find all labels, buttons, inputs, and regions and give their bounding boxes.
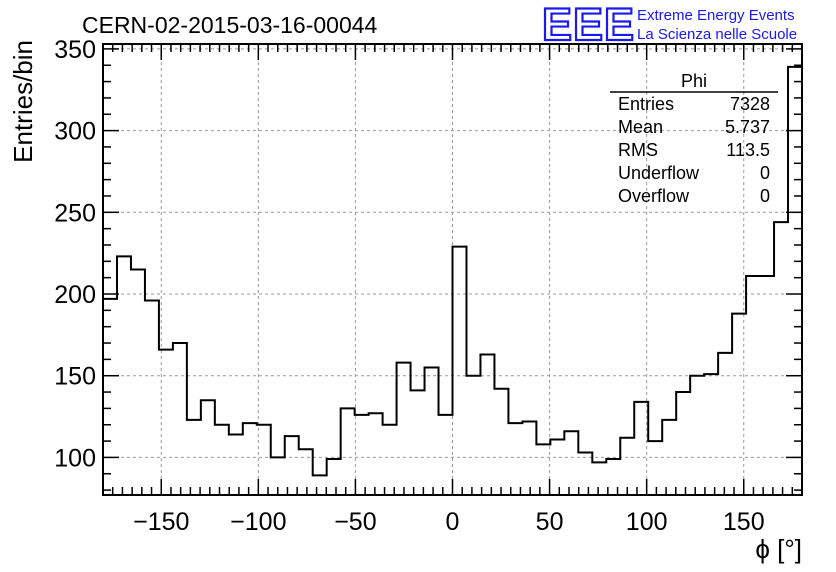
stats-label: RMS [618,140,658,160]
histogram-bin [117,256,131,495]
histogram-bin [341,408,355,495]
stats-value: 5.737 [725,117,770,137]
histogram-bin [131,270,145,496]
histogram-bin [397,363,411,495]
y-tick-label: 200 [54,281,96,309]
chart-title: CERN-02-2015-03-16-00044 [82,12,378,38]
histogram-bin [662,420,676,495]
histogram-bin [103,299,117,495]
histogram-bin [732,314,746,495]
histogram-bin [676,392,690,495]
histogram-bin [760,276,774,495]
histogram-bin [369,413,383,495]
stats-box-rows: Entries 7328 Mean 5.737 RMS 113.5 Underflow 0 Ov… [618,94,770,206]
histogram-bin [704,374,718,495]
histogram-bin [173,343,187,495]
logo-line-2: La Scienza nelle Scuole [637,26,797,43]
histogram-bin [383,425,397,495]
stats-box-title: Phi [681,71,707,91]
stats-label: Entries [618,94,674,114]
histogram-bin [145,301,159,495]
histogram-bin [718,353,732,495]
histogram-bin [508,423,522,495]
histogram-bin [411,390,425,495]
stats-label: Mean [618,117,663,137]
histogram-bin [201,400,215,495]
stats-label: Overflow [618,186,690,206]
histogram-bin [243,423,257,495]
y-tick-label: 350 [54,36,96,64]
logo-line-1: Extreme Energy Events [637,7,795,24]
eee-logo-text: EEE [542,0,635,50]
histogram-bin [536,444,550,495]
histogram-bin [746,276,760,495]
histogram-outline [102,65,803,495]
histogram-bin [187,420,201,495]
eee-logo: EEE Extreme Energy Events La Scienza nel… [541,0,797,51]
histogram-bin [774,222,788,495]
stats-value: 0 [760,186,770,206]
y-tick-labels: 100 150 200 250 300 350 [54,36,96,473]
y-tick-label: 150 [54,363,96,391]
histogram-bin [215,425,229,495]
y-tick-label: 250 [54,199,96,227]
histogram-bin [159,350,173,495]
histogram-bin [229,435,243,495]
x-tick-label: −150 [133,508,189,536]
y-axis-label: Entries/bin [8,40,38,163]
stats-value: 0 [760,163,770,183]
histogram-bin [480,354,494,495]
histogram-bin [355,415,369,495]
histogram-bin [453,247,467,495]
histogram-bin [648,441,662,495]
histogram-bin [620,438,634,495]
histogram-bin [690,376,704,495]
histogram-bin [550,439,564,495]
histogram-bin [466,376,480,495]
histogram-bin [313,475,327,495]
histogram-bin [522,421,536,495]
x-axis-label: ϕ [°] [755,534,802,564]
histogram-bin [299,449,313,495]
histogram-bin [285,436,299,495]
histogram-bin [578,453,592,495]
x-tick-label: 50 [536,508,564,536]
y-tick-label: 300 [54,118,96,146]
stats-label: Underflow [618,163,700,183]
histogram-bin [425,368,439,495]
x-tick-label: 0 [446,508,460,536]
x-tick-label: 150 [723,508,765,536]
histogram-bin [439,415,453,495]
histogram-bin [592,462,606,495]
histogram-bin [564,431,578,495]
stats-value: 113.5 [726,140,770,160]
histogram-bin [327,459,341,495]
y-tick-label: 100 [54,444,96,472]
x-tick-label: 100 [626,508,668,536]
x-tick-label: −100 [230,508,286,536]
histogram-bin [494,389,508,495]
x-tick-labels: −150 −100 −50 0 50 100 150 [133,508,765,536]
stats-value: 7328 [730,94,770,114]
x-tick-label: −50 [334,508,376,536]
axis-ticks [103,44,802,495]
stats-box: Phi Entries 7328 Mean 5.737 RMS 113.5 Underflo… [610,71,778,206]
